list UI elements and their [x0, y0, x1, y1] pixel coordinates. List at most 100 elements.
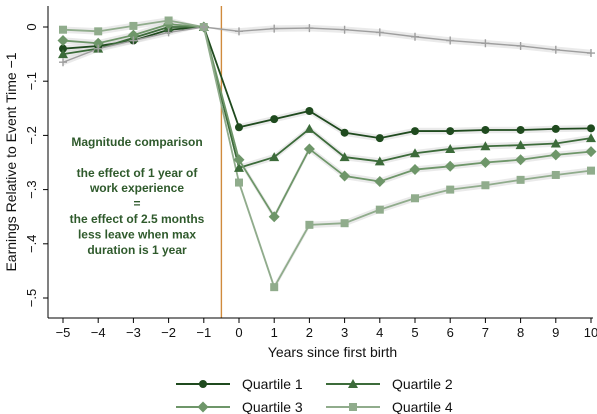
data-point-s5-x3	[340, 25, 349, 34]
data-point-s2-x0	[234, 162, 244, 172]
legend-marker	[349, 403, 357, 411]
data-point-s5-x7	[481, 39, 490, 48]
annotation-line: the effect of 1 year of	[77, 166, 199, 180]
data-point-s4-x5	[411, 194, 419, 203]
data-point-s1-x4	[375, 134, 384, 143]
data-point-s1-x10	[587, 124, 595, 133]
annotation-line: less leave when max	[78, 227, 196, 241]
data-point-s2-x8	[515, 140, 526, 150]
x-tick-label: 8	[517, 325, 524, 340]
data-point-s5-x-3	[129, 36, 138, 45]
legend-label: Quartile 1	[242, 376, 303, 392]
legend-item-1: Quartile 1	[176, 376, 303, 392]
data-point-s5-x-1	[199, 23, 208, 31]
series-line-4	[62, 19, 592, 290]
data-point-s3-x5	[409, 164, 421, 176]
data-point-s5-x8	[516, 41, 525, 50]
x-tick-label: 5	[411, 325, 418, 340]
data-point-s3-x-4	[92, 37, 104, 49]
x-tick-label: −1	[196, 325, 211, 340]
legend-item-2: Quartile 2	[326, 376, 453, 392]
legend-label: Quartile 4	[392, 399, 453, 414]
y-tick-label: −.2	[24, 126, 39, 144]
data-point-s5-x-4	[94, 44, 103, 53]
data-point-s3-x-5	[57, 35, 69, 47]
data-point-s1-x8	[516, 125, 525, 134]
data-point-s4-x9	[551, 170, 560, 179]
annotation: Magnitude comparison the effect of 1 year…	[70, 135, 205, 257]
data-point-s3-x2	[303, 143, 315, 155]
data-point-s3-x-3	[127, 29, 139, 41]
series-line-1	[62, 26, 592, 140]
annotation-line: duration is 1 year	[87, 243, 187, 257]
data-point-s4-x2	[305, 220, 314, 229]
series-line-5	[62, 26, 592, 63]
y-tick-label: 0	[24, 23, 39, 30]
data-point-s4-x1	[270, 283, 279, 292]
data-point-s4-x7	[481, 181, 490, 190]
series-line-3	[62, 23, 592, 219]
data-point-s5-x-2	[164, 28, 173, 37]
y-tick-label: −.3	[24, 180, 39, 198]
x-tick-label: 10	[584, 325, 597, 340]
x-tick-label: −2	[161, 325, 176, 340]
x-axis-title: Years since first birth	[268, 344, 397, 360]
data-point-s3-x4	[374, 175, 386, 187]
data-point-s5-x1	[270, 24, 279, 33]
data-point-s2-x5	[410, 148, 420, 158]
data-point-s3-x6	[444, 160, 456, 172]
data-point-s2-x9	[550, 138, 561, 148]
data-point-s1-x3	[340, 128, 349, 137]
x-tick-label: −5	[56, 325, 71, 340]
confidence-band-2	[63, 23, 591, 172]
series-lines	[62, 19, 592, 290]
y-axis-title: Earnings Relative to Event Time −1	[3, 52, 19, 271]
legend-label: Quartile 3	[242, 399, 303, 414]
data-point-s4-x-3	[129, 21, 138, 30]
x-tick-label: 0	[235, 325, 242, 340]
legend-marker	[348, 379, 358, 388]
data-point-s5-x4	[375, 28, 384, 37]
legend: Quartile 1 Quartile 2 Quartile 3 Quartile 4	[176, 376, 453, 414]
legend-label: Quartile 2	[392, 376, 453, 392]
data-point-s2-x7	[480, 141, 491, 151]
data-point-s4-x3	[340, 219, 349, 228]
data-point-s3-x7	[479, 157, 491, 168]
data-point-s5-x10	[587, 49, 595, 58]
axes: 0 −.1 −.2 −.3 −.4 −.5 −5 −4 −3 −2 −1 0 1 2 3 4 5 6 7 8 9 10	[24, 6, 597, 340]
data-point-s5-x9	[551, 45, 560, 54]
data-point-s4-x4	[375, 205, 384, 214]
confidence-band-3	[63, 21, 591, 220]
data-point-s3-x9	[550, 149, 562, 161]
data-point-s4-x6	[446, 185, 455, 194]
data-point-s1-x9	[551, 124, 560, 133]
data-point-s3-x1	[268, 211, 280, 223]
x-tick-label: −4	[91, 325, 106, 340]
data-point-s2-x4	[374, 156, 385, 166]
data-point-s1-x7	[481, 125, 490, 134]
data-point-s3-x8	[515, 154, 527, 166]
data-point-s1-x1	[270, 115, 279, 124]
data-point-s4-x8	[516, 175, 525, 184]
data-point-s2-x1	[269, 152, 280, 162]
series-line-2	[62, 26, 592, 170]
data-point-s5-x2	[305, 24, 314, 33]
data-point-s2-x2	[304, 123, 315, 133]
legend-item-4: Quartile 4	[326, 399, 453, 414]
data-point-s5-x0	[235, 27, 243, 36]
data-point-s1-x6	[446, 127, 455, 136]
data-point-s5-x-5	[59, 58, 67, 67]
x-tick-label: 2	[306, 325, 313, 340]
data-point-s1-x0	[235, 123, 243, 132]
x-tick-label: 4	[376, 325, 383, 340]
annotation-line: work experience	[89, 181, 184, 195]
data-point-s5-x6	[446, 36, 455, 45]
x-tick-label: 9	[552, 325, 559, 340]
data-point-s1-x2	[305, 107, 314, 116]
data-point-s2-x6	[445, 143, 456, 153]
y-tick-label: −.1	[24, 72, 39, 90]
x-tick-label: 6	[447, 325, 454, 340]
y-tick-label: −.5	[24, 289, 39, 307]
data-point-s3-x10	[585, 146, 597, 158]
